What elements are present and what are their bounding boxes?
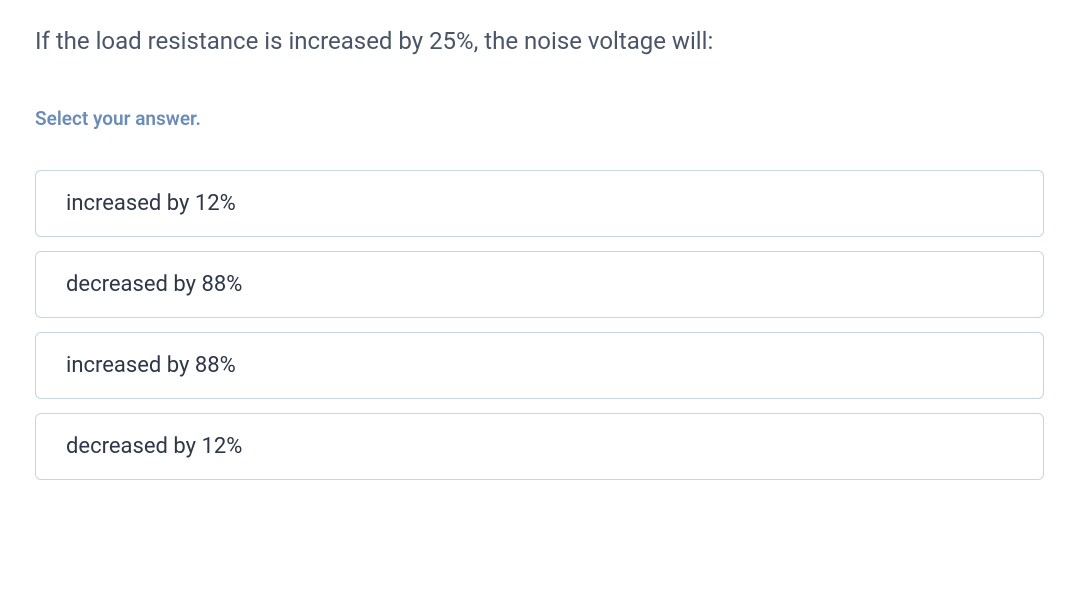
option-4[interactable]: decreased by 12% (35, 413, 1044, 480)
question-text: If the load resistance is increased by 2… (35, 25, 1044, 59)
option-3[interactable]: increased by 88% (35, 332, 1044, 399)
options-container: increased by 12% decreased by 88% increa… (35, 170, 1044, 480)
option-1[interactable]: increased by 12% (35, 170, 1044, 237)
option-2[interactable]: decreased by 88% (35, 251, 1044, 318)
instruction-text: Select your answer. (35, 107, 1044, 130)
